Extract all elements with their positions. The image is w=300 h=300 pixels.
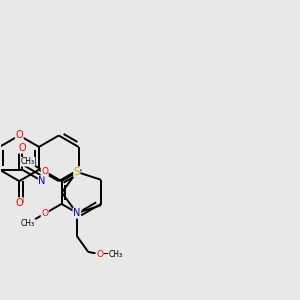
Text: O: O [15,198,23,208]
Text: CH₃: CH₃ [21,157,35,166]
Text: S: S [74,167,80,177]
Text: N: N [73,208,80,218]
Text: O: O [15,130,23,140]
Text: O: O [41,209,48,218]
Text: O: O [19,143,26,153]
Text: CH₃: CH₃ [21,219,35,228]
Text: N: N [38,176,46,186]
Text: O: O [41,167,48,176]
Text: O: O [96,250,103,259]
Text: CH₃: CH₃ [109,250,123,259]
